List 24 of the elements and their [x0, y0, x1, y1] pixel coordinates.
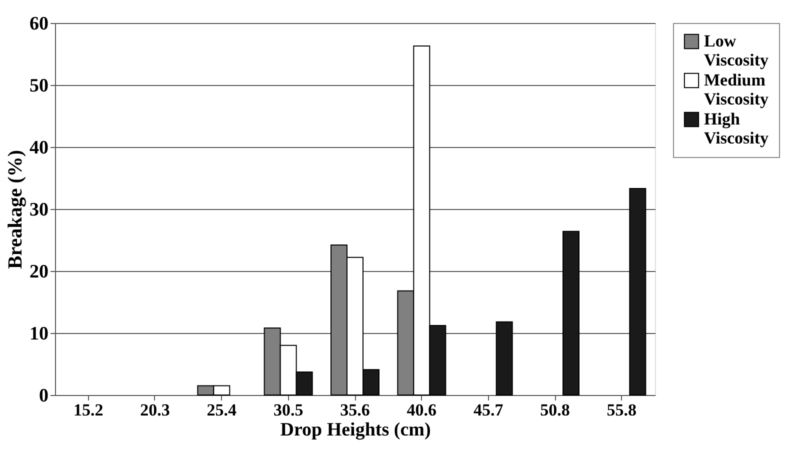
x-tick-label: 40.6 — [406, 400, 437, 420]
x-tick-label: 45.7 — [473, 400, 504, 420]
x-tick-label: 15.2 — [73, 400, 104, 420]
y-tick-label: 50 — [30, 76, 48, 96]
y-tick-label: 10 — [30, 324, 48, 344]
x-tick-label: 50.8 — [540, 400, 570, 420]
y-tick-label: 40 — [30, 138, 48, 158]
x-tick-label: 30.5 — [273, 400, 304, 420]
legend-label: Low Viscosity — [704, 32, 770, 70]
y-tick-label: 30 — [30, 200, 48, 220]
y-tick-label: 20 — [30, 262, 48, 282]
x-tick-label: 35.6 — [340, 400, 370, 420]
bar — [562, 230, 580, 396]
y-tick-label: 0 — [39, 386, 48, 406]
x-axis-title: Drop Heights (cm) — [280, 420, 431, 440]
legend-label: High Viscosity — [704, 110, 770, 148]
y-axis-title: Breakage (%) — [4, 150, 26, 270]
legend-label: Medium Viscosity — [704, 70, 770, 108]
bar — [629, 188, 646, 396]
bar — [496, 321, 513, 396]
y-tick-label: 60 — [30, 14, 48, 34]
x-tick-label: 55.8 — [606, 400, 637, 420]
x-tick-label: 25.4 — [206, 400, 238, 420]
x-tick-label: 20.3 — [140, 400, 170, 420]
